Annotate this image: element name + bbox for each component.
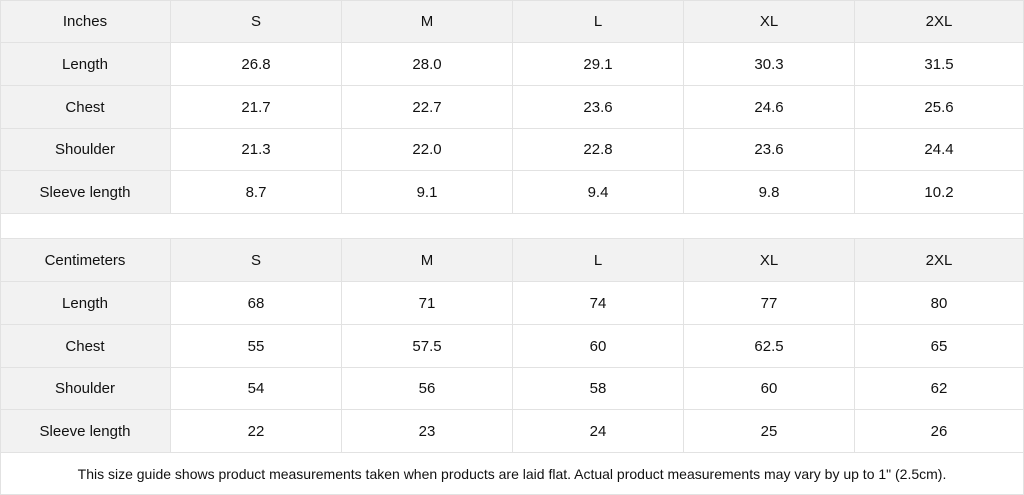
measurement-value: 28.0 bbox=[342, 43, 513, 86]
measurement-value: 26.8 bbox=[171, 43, 342, 86]
measurement-value: 26 bbox=[855, 410, 1024, 453]
measurement-value: 54 bbox=[171, 368, 342, 410]
unit-header: Inches bbox=[0, 0, 171, 43]
measurement-value: 22 bbox=[171, 410, 342, 453]
measurement-value: 24.4 bbox=[855, 129, 1024, 171]
measurement-value: 24.6 bbox=[684, 86, 855, 129]
measurement-value: 22.8 bbox=[513, 129, 684, 171]
size-header: L bbox=[513, 0, 684, 43]
measurement-label: Sleeve length bbox=[0, 410, 171, 453]
measurement-value: 24 bbox=[513, 410, 684, 453]
measurement-label: Length bbox=[0, 43, 171, 86]
size-header: XL bbox=[684, 239, 855, 282]
measurement-value: 21.3 bbox=[171, 129, 342, 171]
measurement-label: Chest bbox=[0, 325, 171, 368]
measurement-value: 71 bbox=[342, 282, 513, 325]
measurement-value: 9.4 bbox=[513, 171, 684, 214]
measurement-value: 62 bbox=[855, 368, 1024, 410]
measurement-value: 10.2 bbox=[855, 171, 1024, 214]
measurement-value: 23.6 bbox=[684, 129, 855, 171]
measurement-value: 74 bbox=[513, 282, 684, 325]
size-guide-note: This size guide shows product measuremen… bbox=[77, 466, 947, 482]
measurement-value: 29.1 bbox=[513, 43, 684, 86]
unit-header: Centimeters bbox=[0, 239, 171, 282]
size-header: L bbox=[513, 239, 684, 282]
measurement-value: 68 bbox=[171, 282, 342, 325]
measurement-value: 22.0 bbox=[342, 129, 513, 171]
measurement-value: 60 bbox=[684, 368, 855, 410]
size-header: XL bbox=[684, 0, 855, 43]
measurement-value: 62.5 bbox=[684, 325, 855, 368]
measurement-value: 80 bbox=[855, 282, 1024, 325]
measurement-value: 8.7 bbox=[171, 171, 342, 214]
measurement-label: Shoulder bbox=[0, 368, 171, 410]
measurement-label: Length bbox=[0, 282, 171, 325]
measurement-value: 58 bbox=[513, 368, 684, 410]
measurement-value: 65 bbox=[855, 325, 1024, 368]
measurement-label: Shoulder bbox=[0, 129, 171, 171]
measurement-value: 30.3 bbox=[684, 43, 855, 86]
measurement-value: 57.5 bbox=[342, 325, 513, 368]
measurement-value: 9.1 bbox=[342, 171, 513, 214]
size-header: 2XL bbox=[855, 239, 1024, 282]
measurement-value: 56 bbox=[342, 368, 513, 410]
measurement-value: 31.5 bbox=[855, 43, 1024, 86]
measurement-value: 77 bbox=[684, 282, 855, 325]
measurement-label: Chest bbox=[0, 86, 171, 129]
measurement-value: 25 bbox=[684, 410, 855, 453]
measurement-value: 9.8 bbox=[684, 171, 855, 214]
measurement-value: 25.6 bbox=[855, 86, 1024, 129]
table-spacer bbox=[0, 214, 1024, 239]
measurement-value: 23.6 bbox=[513, 86, 684, 129]
measurement-value: 21.7 bbox=[171, 86, 342, 129]
measurement-value: 55 bbox=[171, 325, 342, 368]
size-header: S bbox=[171, 0, 342, 43]
measurement-value: 22.7 bbox=[342, 86, 513, 129]
size-header: M bbox=[342, 0, 513, 43]
measurement-label: Sleeve length bbox=[0, 171, 171, 214]
size-header: 2XL bbox=[855, 0, 1024, 43]
measurement-value: 60 bbox=[513, 325, 684, 368]
measurement-value: 23 bbox=[342, 410, 513, 453]
size-header: M bbox=[342, 239, 513, 282]
size-header: S bbox=[171, 239, 342, 282]
